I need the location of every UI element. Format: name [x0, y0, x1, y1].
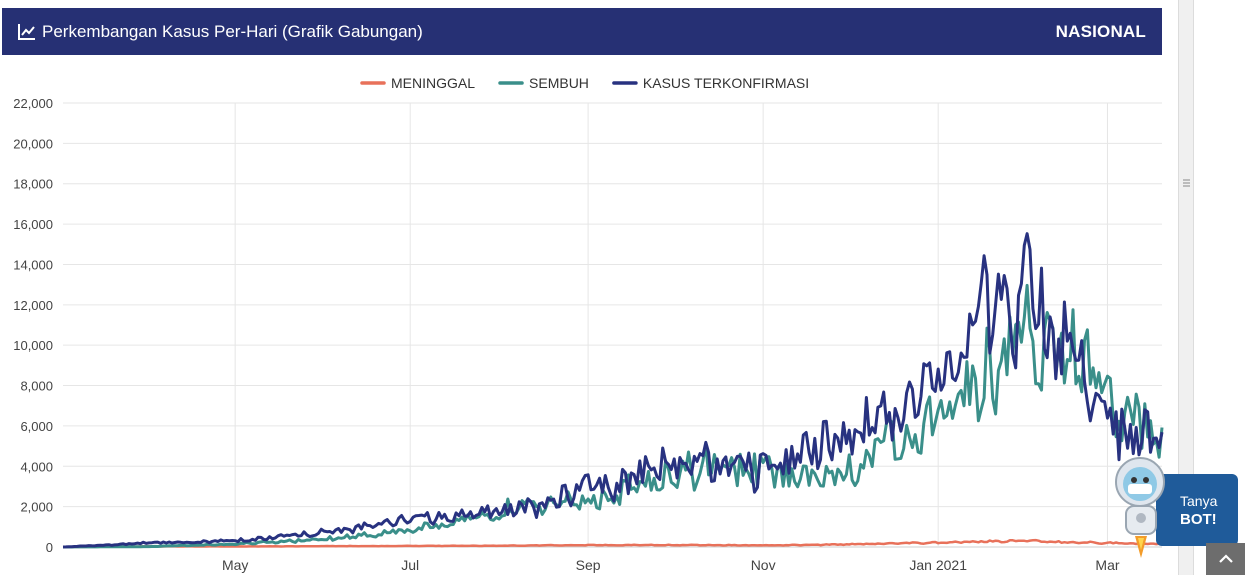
chart-title: Perkembangan Kasus Per-Hari (Grafik Gabu…	[42, 21, 423, 41]
y-tick-label: 18,000	[13, 177, 53, 192]
y-tick-label: 14,000	[13, 257, 53, 272]
y-tick-label: 8,000	[20, 379, 53, 394]
series-line	[62, 232, 1164, 549]
vertical-scrollbar[interactable]	[1178, 0, 1194, 575]
daily-cases-chart: 0 2,000 4,000 6,000 8,000 10,000 12,000 14,000 1…	[13, 75, 1164, 573]
y-tick-label: 0	[46, 540, 53, 555]
y-tick-label: 22,000	[13, 96, 53, 111]
series-line	[63, 538, 1163, 549]
y-tick-label: 20,000	[13, 136, 53, 151]
chart-header: Perkembangan Kasus Per-Hari (Grafik Gabu…	[2, 8, 1162, 55]
x-tick-label: Jul	[401, 557, 419, 573]
bot-label-bot: BOT!	[1180, 511, 1217, 528]
scroll-to-top-button[interactable]	[1206, 543, 1245, 575]
y-tick-label: 10,000	[13, 338, 53, 353]
x-tick-label: Sep	[576, 557, 601, 573]
legend-label: KASUS TERKONFIRMASI	[643, 75, 809, 91]
x-tick-label: Nov	[751, 557, 776, 573]
y-tick-label: 12,000	[13, 298, 53, 313]
y-tick-label: 2,000	[20, 500, 53, 515]
tanya-bot-widget[interactable]: Tanya BOT!	[1106, 454, 1240, 564]
region-label: NASIONAL	[1055, 21, 1146, 41]
bot-label-tanya: Tanya	[1180, 493, 1218, 509]
y-tick-label: 6,000	[20, 419, 53, 434]
robot-mascot-icon	[1115, 457, 1165, 558]
legend-label: MENINGGAL	[391, 75, 475, 91]
chevron-up-icon	[1218, 554, 1233, 563]
y-tick-label: 16,000	[13, 217, 53, 232]
x-tick-label: Jan 2021	[909, 557, 967, 573]
scrollbar-grip-icon	[1183, 179, 1190, 187]
legend-label: SEMBUH	[529, 75, 589, 91]
line-chart-icon	[18, 23, 35, 40]
x-tick-label: Mar	[1095, 557, 1119, 573]
x-tick-label: May	[222, 557, 248, 573]
bot-panel[interactable]: Tanya BOT!	[1156, 474, 1238, 546]
series-line	[63, 283, 1164, 549]
y-tick-label: 4,000	[20, 459, 53, 474]
